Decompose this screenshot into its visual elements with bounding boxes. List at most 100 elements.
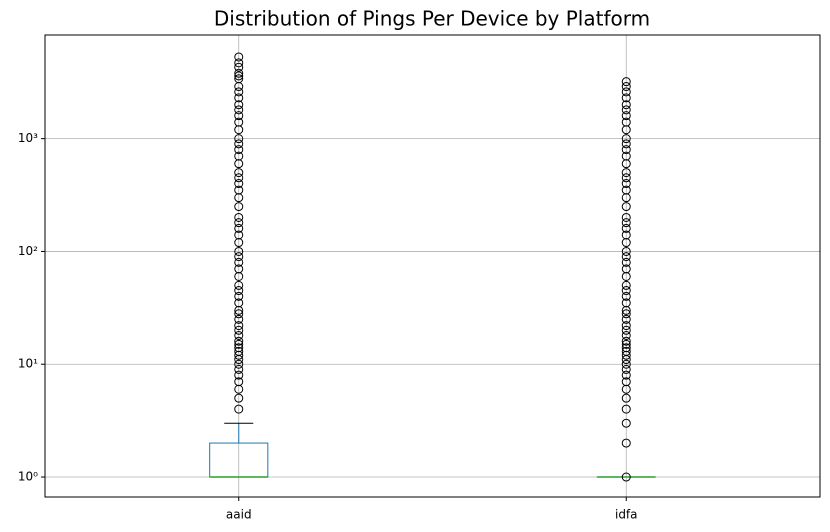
- outlier: [234, 230, 244, 240]
- outlier: [234, 336, 244, 346]
- chart-title: Distribution of Pings Per Device by Plat…: [214, 7, 650, 31]
- outlier: [621, 151, 631, 161]
- outlier: [621, 218, 631, 228]
- outlier: [621, 223, 631, 233]
- x-tick-label: idfa: [615, 508, 638, 522]
- outlier: [234, 298, 244, 308]
- y-tick-label: 10¹: [18, 357, 38, 371]
- outlier: [234, 223, 244, 233]
- outlier: [234, 168, 244, 178]
- outlier: [234, 111, 244, 121]
- outlier: [234, 330, 244, 340]
- outlier: [621, 438, 631, 448]
- outlier: [621, 168, 631, 178]
- outlier: [234, 62, 244, 72]
- outlier: [234, 343, 244, 353]
- outlier: [234, 321, 244, 331]
- outlier: [621, 202, 631, 212]
- outlier: [621, 111, 631, 121]
- outlier: [621, 77, 631, 87]
- outlier: [621, 82, 631, 92]
- outlier: [621, 139, 631, 149]
- outlier: [621, 364, 631, 374]
- outlier: [234, 173, 244, 183]
- outlier: [234, 100, 244, 110]
- outlier: [234, 105, 244, 115]
- outlier: [621, 339, 631, 349]
- outlier: [621, 100, 631, 110]
- outlier: [621, 280, 631, 290]
- outlier: [621, 291, 631, 301]
- outlier: [621, 370, 631, 380]
- y-tick-label: 10⁰: [18, 470, 38, 484]
- outlier: [234, 325, 244, 335]
- outlier: [621, 314, 631, 324]
- outlier: [621, 325, 631, 335]
- outlier: [234, 202, 244, 212]
- outlier: [234, 212, 244, 222]
- outlier: [234, 139, 244, 149]
- outlier: [621, 404, 631, 414]
- outlier: [234, 314, 244, 324]
- outlier: [234, 87, 244, 97]
- outlier: [621, 252, 631, 262]
- outlier: [234, 93, 244, 103]
- y-tick-label: 10²: [18, 244, 38, 258]
- outlier: [621, 393, 631, 403]
- outlier: [234, 246, 244, 256]
- outlier: [621, 309, 631, 319]
- outlier: [621, 134, 631, 144]
- outlier: [234, 364, 244, 374]
- outlier: [234, 218, 244, 228]
- outlier: [621, 173, 631, 183]
- outlier: [234, 291, 244, 301]
- outlier: [621, 359, 631, 369]
- outlier: [621, 330, 631, 340]
- outlier: [621, 93, 631, 103]
- outlier: [234, 134, 244, 144]
- outlier: [234, 264, 244, 274]
- outlier: [234, 179, 244, 189]
- outlier: [234, 309, 244, 319]
- outlier: [234, 151, 244, 161]
- outlier: [234, 286, 244, 296]
- outlier: [621, 257, 631, 267]
- x-tick-label: aaid: [226, 508, 252, 522]
- outlier: [621, 87, 631, 97]
- outlier: [621, 418, 631, 428]
- outlier: [621, 246, 631, 256]
- outlier: [621, 298, 631, 308]
- outlier: [621, 377, 631, 387]
- outlier: [234, 252, 244, 262]
- outlier: [234, 117, 244, 127]
- outlier: [621, 212, 631, 222]
- outlier: [621, 343, 631, 353]
- outlier: [234, 359, 244, 369]
- outlier: [621, 346, 631, 356]
- outlier: [234, 68, 244, 78]
- outlier: [234, 370, 244, 380]
- outlier: [621, 230, 631, 240]
- outlier: [234, 71, 244, 81]
- outlier: [621, 336, 631, 346]
- outlier: [234, 58, 244, 68]
- outlier: [621, 145, 631, 155]
- outlier: [234, 346, 244, 356]
- outlier: [234, 393, 244, 403]
- y-tick-label: 10³: [18, 131, 38, 145]
- outlier: [234, 185, 244, 195]
- outlier: [621, 472, 631, 482]
- plot-frame: [44, 34, 821, 498]
- outlier: [621, 179, 631, 189]
- outlier: [234, 339, 244, 349]
- outlier: [234, 404, 244, 414]
- outlier: [621, 105, 631, 115]
- outlier: [621, 321, 631, 331]
- outlier: [234, 280, 244, 290]
- outlier: [234, 145, 244, 155]
- outlier: [621, 185, 631, 195]
- outlier: [621, 264, 631, 274]
- outlier: [234, 52, 244, 62]
- outlier: [234, 377, 244, 387]
